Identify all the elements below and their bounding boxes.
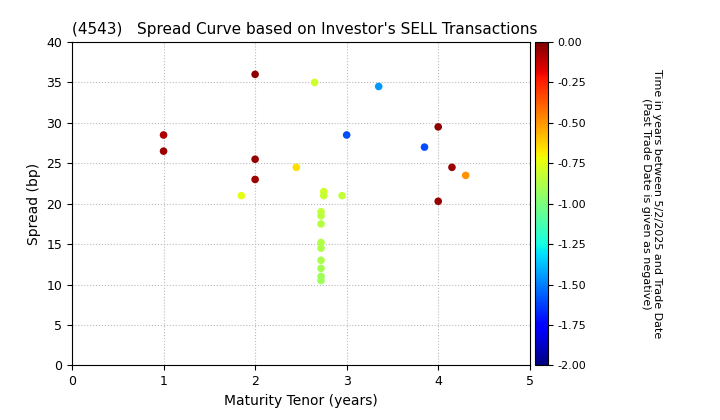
Point (315, 239, 327, 246)
Point (315, 277, 327, 284)
Point (315, 265, 327, 272)
Point (315, 273, 327, 280)
Point (336, 192, 348, 199)
Point (249, 176, 261, 183)
Y-axis label: Spread (bp): Spread (bp) (27, 163, 41, 245)
Text: (4543)   Spread Curve based on Investor's SELL Transactions: (4543) Spread Curve based on Investor's … (72, 22, 538, 37)
Point (158, 148, 169, 155)
Point (249, 156, 261, 163)
Point (291, 164, 302, 171)
Point (315, 257, 327, 264)
Point (315, 208, 327, 215)
Point (318, 192, 330, 199)
Point (419, 144, 431, 150)
Point (235, 192, 247, 199)
Point (249, 71, 261, 78)
Point (373, 83, 384, 90)
Point (315, 213, 327, 219)
Point (341, 131, 352, 138)
X-axis label: Maturity Tenor (years): Maturity Tenor (years) (224, 394, 378, 408)
Point (309, 79, 320, 86)
Point (460, 172, 472, 179)
Point (158, 131, 169, 138)
Point (318, 188, 330, 195)
Point (446, 164, 458, 171)
Point (315, 245, 327, 252)
Point (433, 123, 444, 130)
Point (315, 220, 327, 227)
Y-axis label: Time in years between 5/2/2025 and Trade Date
(Past Trade Date is given as negat: Time in years between 5/2/2025 and Trade… (641, 69, 662, 339)
Point (433, 198, 444, 205)
